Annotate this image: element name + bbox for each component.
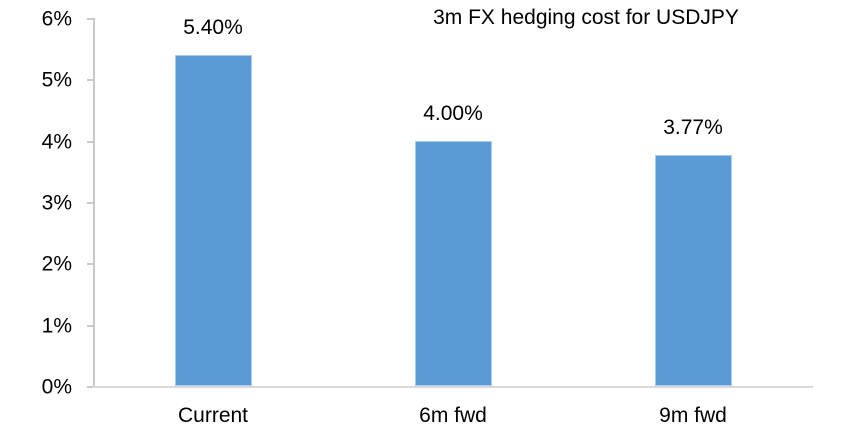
y-axis-tick bbox=[87, 325, 93, 327]
y-axis-tick-label: 1% bbox=[41, 314, 72, 338]
bar-data-label: 4.00% bbox=[423, 102, 483, 125]
chart-title: 3m FX hedging cost for USDJPY bbox=[433, 6, 739, 29]
bar bbox=[655, 155, 732, 386]
y-axis-tick bbox=[87, 202, 93, 204]
y-axis-tick-label: 5% bbox=[41, 68, 72, 92]
y-axis-tick-label: 3% bbox=[41, 191, 72, 215]
x-axis-category-label: 9m fwd bbox=[659, 404, 727, 427]
y-axis-line bbox=[93, 18, 95, 386]
y-axis-tick-label: 0% bbox=[41, 375, 72, 399]
x-axis-category-label: 6m fwd bbox=[419, 404, 487, 427]
y-axis-tick bbox=[87, 18, 93, 20]
bar-data-label: 3.77% bbox=[663, 116, 723, 139]
bar bbox=[175, 55, 252, 386]
x-axis-category-label: Current bbox=[177, 404, 249, 427]
y-axis-tick-label: 4% bbox=[41, 130, 72, 154]
y-axis-tick-label: 6% bbox=[41, 7, 72, 31]
y-axis-tick bbox=[87, 141, 93, 143]
y-axis-tick bbox=[87, 386, 93, 388]
x-axis-line bbox=[93, 386, 813, 388]
y-axis-tick-label: 2% bbox=[41, 252, 72, 276]
bar bbox=[415, 141, 492, 386]
y-axis-tick bbox=[87, 263, 93, 265]
bar-data-label: 5.40% bbox=[183, 16, 243, 39]
y-axis-tick bbox=[87, 79, 93, 81]
